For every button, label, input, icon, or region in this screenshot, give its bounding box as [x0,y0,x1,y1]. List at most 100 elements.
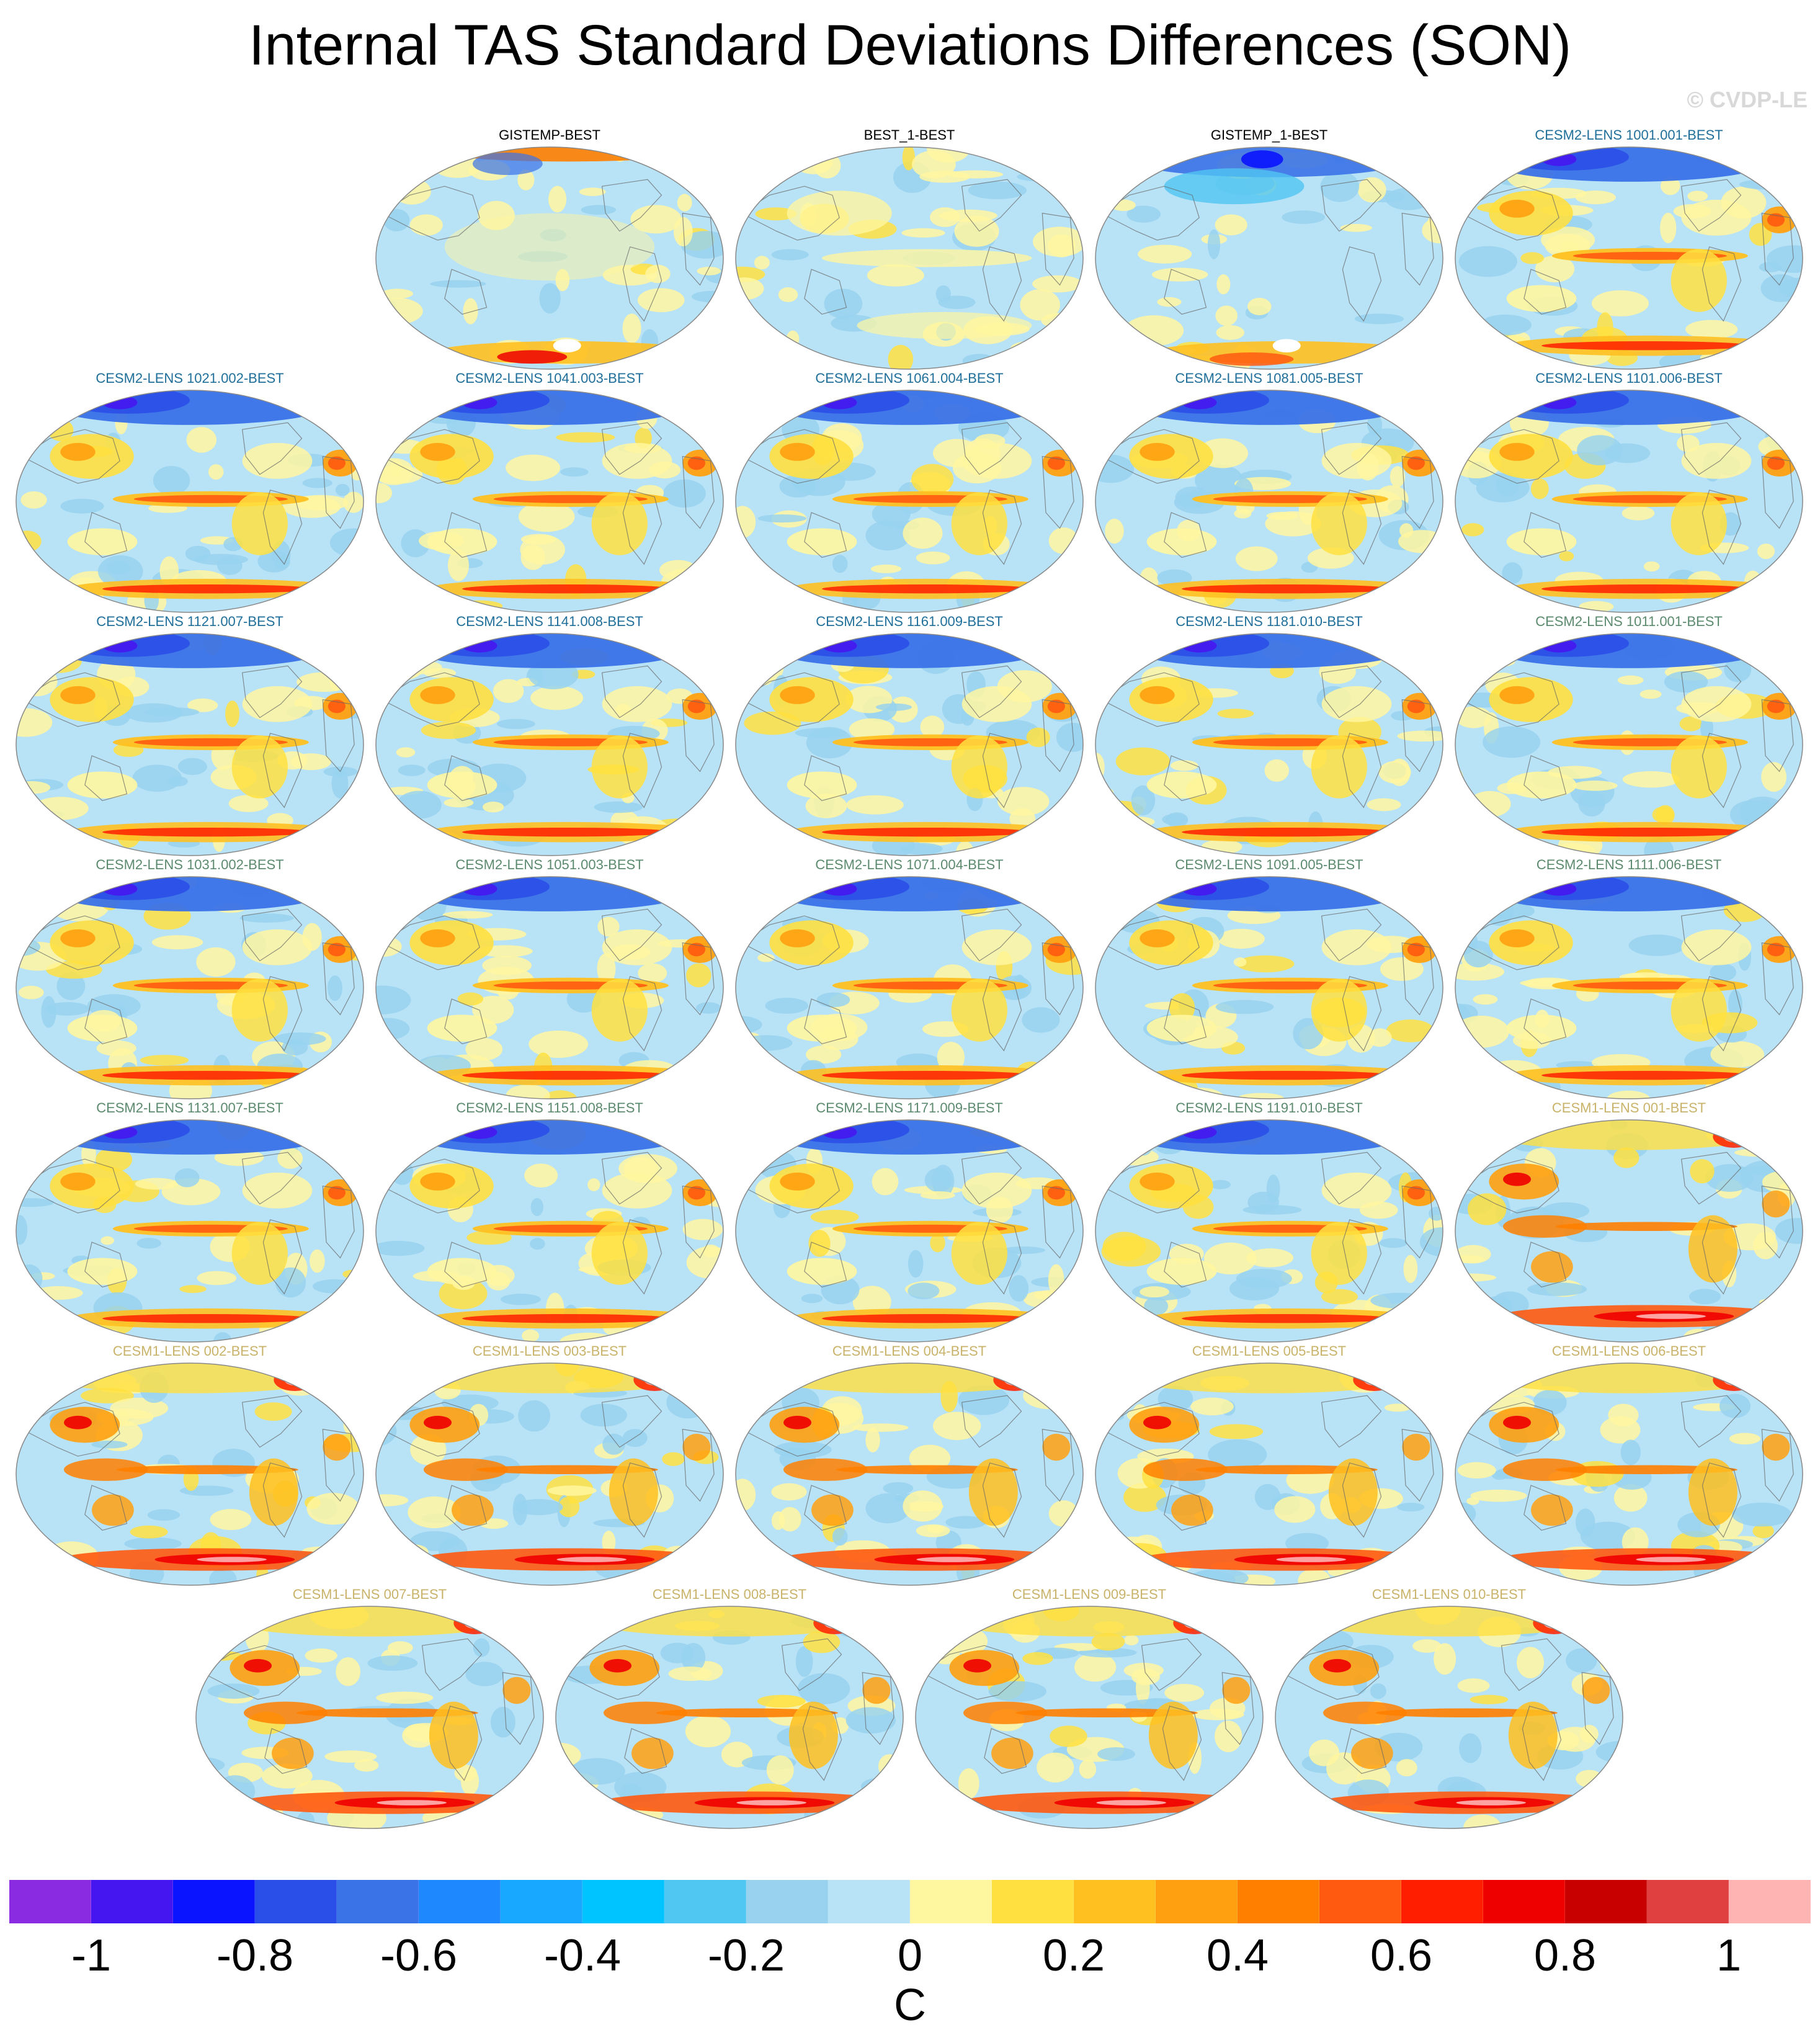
colorbar-swatch [1647,1880,1729,1923]
map-panel-label: CESM2-LENS 1171.009-BEST [816,1100,1003,1116]
world-map [1455,390,1803,613]
world-map [375,1362,724,1586]
colorbar-tick-label: -0.2 [707,1931,785,1980]
world-map [195,1606,544,1829]
map-panel: CESM1-LENS 008-BEST [555,1586,904,1830]
world-map [1095,390,1443,613]
map-panel: CESM1-LENS 010-BEST [1274,1586,1624,1830]
map-panel-label: CESM2-LENS 1101.006-BEST [1535,370,1723,386]
world-map [1455,876,1803,1099]
map-panel: CESM2-LENS 1001.001-BEST [1454,127,1804,370]
colorbar-tick-label: -0.4 [543,1931,622,1980]
world-map [16,1362,364,1586]
colorbar-tick-label: 0 [897,1931,923,1980]
map-panel-label: CESM2-LENS 1051.003-BEST [455,857,644,872]
map-panel-label: CESM2-LENS 1011.001-BEST [1535,614,1723,629]
colorbar-swatch [1401,1880,1483,1923]
colorbar-tick-label: 0.4 [1206,1931,1269,1980]
colorbar-swatch [255,1880,337,1923]
map-panel: CESM2-LENS 1121.007-BEST [15,614,365,857]
colorbar-swatch [1156,1880,1238,1923]
colorbar-swatch [173,1880,255,1923]
colorbar-swatch [910,1880,992,1923]
world-map [1095,146,1443,370]
map-panel-label: CESM1-LENS 004-BEST [832,1343,987,1359]
colorbar-swatch [337,1880,419,1923]
colorbar-units: C [894,1980,926,2030]
colorbar-swatch [828,1880,910,1923]
world-map [1455,1119,1803,1343]
world-map [1095,1119,1443,1343]
map-panel: CESM2-LENS 1111.006-BEST [1454,857,1804,1100]
map-panel-label: CESM1-LENS 005-BEST [1192,1343,1347,1359]
map-panel-label: CESM1-LENS 010-BEST [1372,1586,1527,1602]
map-panel-label: CESM2-LENS 1071.004-BEST [815,857,1004,872]
colorbar-swatch [1565,1880,1647,1923]
colorbar-swatch [1729,1880,1811,1923]
map-panel-label: CESM1-LENS 002-BEST [112,1343,267,1359]
map-panel-label: BEST_1-BEST [863,127,955,143]
map-panel-label: GISTEMP-BEST [499,127,600,143]
page-title: Internal TAS Standard Deviations Differe… [248,14,1572,77]
map-panel-label: CESM2-LENS 1041.003-BEST [455,370,644,386]
map-panel: CESM2-LENS 1081.005-BEST [1094,370,1444,614]
map-panel-label: CESM1-LENS 006-BEST [1551,1343,1706,1359]
colorbar-swatch [91,1880,173,1923]
world-map [1095,1362,1443,1586]
map-panel: GISTEMP-BEST [375,127,725,370]
world-map [1455,1362,1803,1586]
colorbar-swatch [1319,1880,1401,1923]
colorbar-tick-label: 0.8 [1533,1931,1597,1980]
map-panel-label: CESM1-LENS 001-BEST [1551,1100,1706,1116]
colorbar-swatch [501,1880,582,1923]
map-panel: BEST_1-BEST [734,127,1084,370]
world-map [375,633,724,856]
map-panel: CESM1-LENS 001-BEST [1454,1100,1804,1343]
map-panel-label: CESM2-LENS 1161.009-BEST [816,614,1003,629]
world-map [915,1606,1264,1829]
map-panel-label: CESM2-LENS 1191.010-BEST [1175,1100,1363,1116]
map-panel: CESM2-LENS 1191.010-BEST [1094,1100,1444,1343]
map-panel: CESM1-LENS 002-BEST [15,1343,365,1586]
map-panel-label: CESM2-LENS 1131.007-BEST [96,1100,283,1116]
colorbar-swatch [992,1880,1074,1923]
map-panel-label: CESM1-LENS 003-BEST [472,1343,627,1359]
world-map [16,876,364,1099]
colorbar [9,1880,1811,1923]
world-map [16,390,364,613]
world-map [1275,1606,1623,1829]
map-panel-label: CESM1-LENS 008-BEST [652,1586,807,1602]
colorbar-swatch [419,1880,501,1923]
world-map [1455,633,1803,856]
colorbar-tick-label: 1 [1716,1931,1742,1980]
map-panel-label: CESM2-LENS 1031.002-BEST [96,857,284,872]
colorbar-swatch [1074,1880,1156,1923]
map-panel: CESM2-LENS 1151.008-BEST [375,1100,725,1343]
colorbar-swatch [1483,1880,1565,1923]
world-map [375,390,724,613]
map-panel: CESM2-LENS 1061.004-BEST [734,370,1084,614]
map-panel-label: CESM1-LENS 009-BEST [1012,1586,1167,1602]
world-map [1455,146,1803,370]
colorbar-swatch [664,1880,746,1923]
map-panel: CESM2-LENS 1181.010-BEST [1094,614,1444,857]
colorbar-tick-label: 0.6 [1370,1931,1433,1980]
colorbar-tick-label: -1 [71,1931,112,1980]
world-map [16,1119,364,1343]
world-map [375,1119,724,1343]
map-panel: CESM2-LENS 1171.009-BEST [734,1100,1084,1343]
map-panel-label: CESM2-LENS 1111.006-BEST [1536,857,1722,872]
map-panel: CESM2-LENS 1101.006-BEST [1454,370,1804,614]
map-panel: CESM1-LENS 003-BEST [375,1343,725,1586]
world-map [555,1606,904,1829]
map-panel-label: CESM2-LENS 1061.004-BEST [815,370,1004,386]
map-panel: CESM2-LENS 1131.007-BEST [15,1100,365,1343]
world-map [735,1119,1084,1343]
colorbar-swatch [9,1880,91,1923]
map-panel-label: CESM2-LENS 1091.005-BEST [1175,857,1363,872]
map-panel: CESM2-LENS 1011.001-BEST [1454,614,1804,857]
world-map [16,633,364,856]
world-map [735,876,1084,1099]
map-panel-label: CESM2-LENS 1181.010-BEST [1175,614,1363,629]
map-panel-label: CESM2-LENS 1141.008-BEST [456,614,643,629]
